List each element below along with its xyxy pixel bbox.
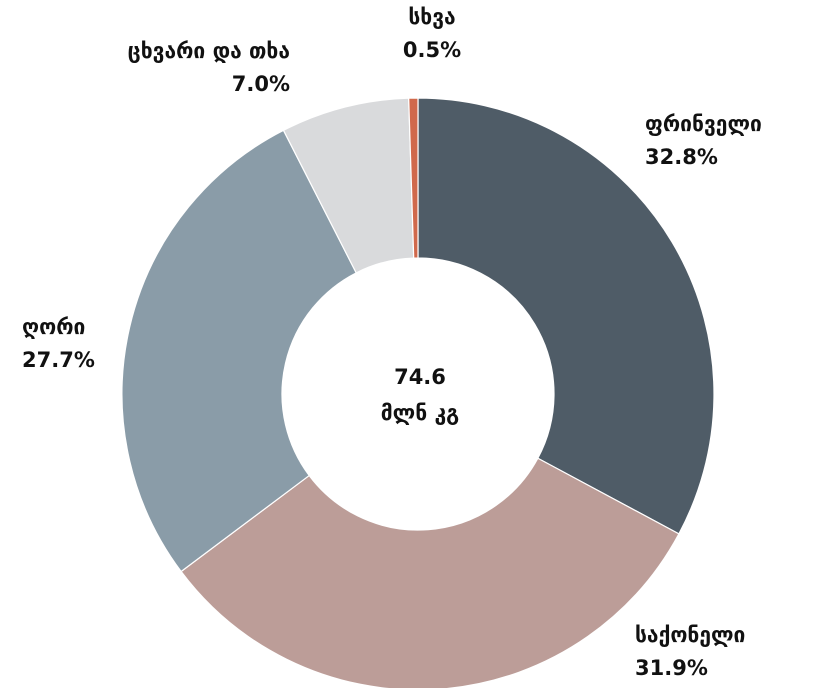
donut-slice [417, 97, 715, 535]
slice-label: სხვა [408, 5, 455, 29]
slice-label: ფრინველი [645, 112, 762, 136]
slice-label: საქონელი [635, 623, 745, 647]
donut-slice [180, 457, 680, 688]
slice-value-label: 31.9% [635, 656, 708, 680]
slice-value-label: 7.0% [232, 72, 290, 96]
center-value: 74.6 [394, 365, 446, 389]
slice-label: ღორი [22, 315, 85, 339]
center-unit: მლნ კგ [381, 401, 459, 425]
slice-value-label: 0.5% [403, 38, 461, 62]
slice-label: ცხვარი და თხა [128, 39, 290, 63]
slice-value-label: 32.8% [645, 145, 718, 169]
donut-slice [121, 129, 358, 573]
slice-value-label: 27.7% [22, 348, 95, 372]
donut-slice [408, 97, 419, 259]
